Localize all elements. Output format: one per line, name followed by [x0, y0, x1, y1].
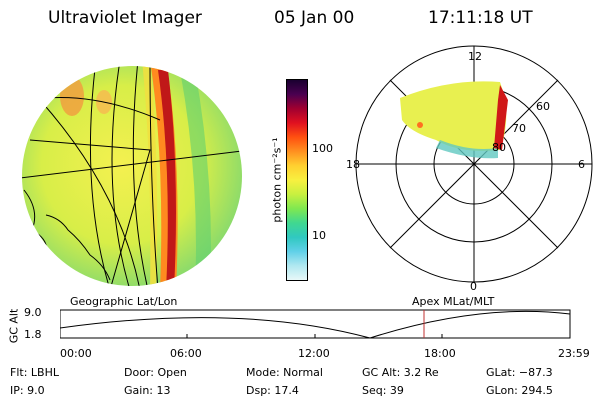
- timeline-plot: [60, 309, 571, 339]
- timeline-ytick-9: 9.0: [24, 306, 42, 319]
- ip-label: IP: 9.0: [10, 384, 45, 397]
- colorbar-label: photon cm⁻²s⁻¹: [270, 137, 284, 223]
- timeline-xtick-2: 12:00: [298, 347, 330, 360]
- door-label: Door: Open: [124, 366, 187, 379]
- timeline-xtick-1: 06:00: [170, 347, 202, 360]
- date-label: 05 Jan 00: [274, 8, 355, 28]
- altitude-curve: [60, 310, 571, 339]
- earth-disk: [22, 66, 242, 286]
- timeline-xtick-4: 23:59: [558, 347, 590, 360]
- mlat-label-60: 60: [536, 100, 550, 113]
- colorbar-tick-100: 100: [312, 142, 333, 155]
- mlt-label-0: 0: [470, 280, 477, 293]
- filter-label: Flt: LBHL: [10, 366, 59, 379]
- seq-label: Seq: 39: [362, 384, 404, 397]
- glon-label: GLon: 294.5: [486, 384, 553, 397]
- timeline-xtick-3: 18:00: [424, 347, 456, 360]
- polar-plot: 12 18 6 0 60 70 80: [346, 45, 593, 293]
- colorbar: [286, 79, 308, 281]
- mlt-label-12: 12: [468, 50, 482, 63]
- timeline-xtick-0: 00:00: [60, 347, 92, 360]
- mlt-label-18: 18: [346, 158, 360, 171]
- colorbar-tick-10: 10: [312, 229, 326, 242]
- mlat-label-80: 80: [492, 141, 506, 154]
- mlat-label-70: 70: [512, 122, 526, 135]
- time-label: 17:11:18 UT: [428, 8, 533, 28]
- mode-label: Mode: Normal: [246, 366, 323, 379]
- mlt-label-6: 6: [578, 158, 585, 171]
- timeline-ytick-1.8: 1.8: [24, 328, 42, 341]
- timeline-ylabel: GC Alt: [7, 308, 21, 344]
- glat-label: GLat: −87.3: [486, 366, 553, 379]
- gain-label: Gain: 13: [124, 384, 171, 397]
- dsp-label: Dsp: 17.4: [246, 384, 299, 397]
- gc-alt-label: GC Alt: 3.2 Re: [362, 366, 439, 379]
- timeline-right-title: Apex MLat/MLT: [412, 295, 495, 308]
- timeline-left-title: Geographic Lat/Lon: [70, 295, 178, 308]
- aurora-oval: [400, 81, 507, 151]
- geographic-image: [22, 66, 242, 286]
- app-title: Ultraviolet Imager: [48, 8, 202, 28]
